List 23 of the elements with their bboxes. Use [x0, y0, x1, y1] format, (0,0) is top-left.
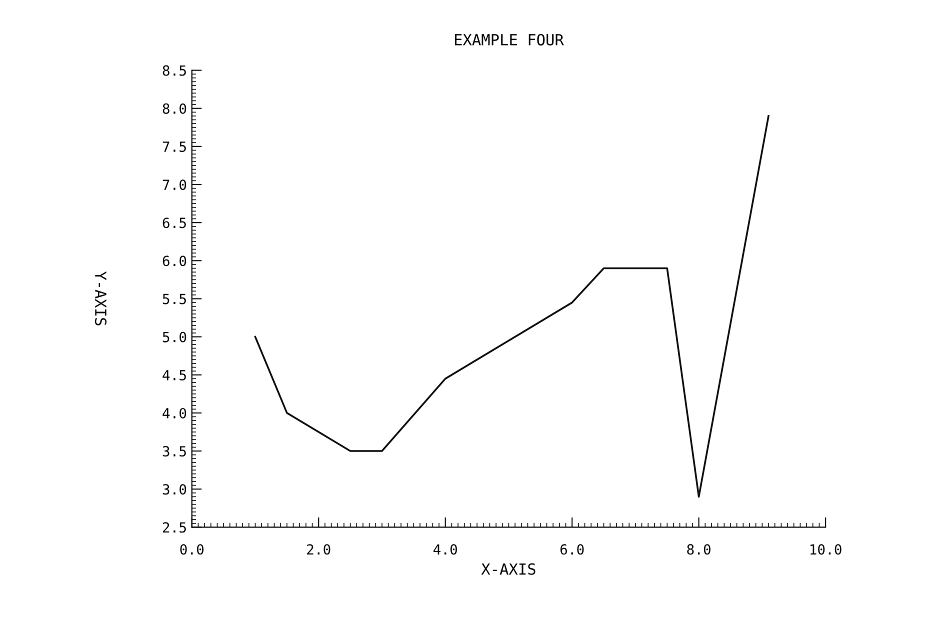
- y-tick-label: 4.0: [162, 408, 186, 418]
- x-tick-label: 0.0: [180, 544, 204, 555]
- y-tick-label: 5.5: [162, 294, 186, 304]
- y-tick-label: 6.5: [162, 218, 186, 228]
- y-tick-label: 8.5: [162, 65, 186, 76]
- y-tick-label: 7.0: [162, 180, 186, 190]
- x-tick-label: 10.0: [810, 544, 842, 555]
- line-series: [254, 115, 770, 498]
- y-tick-label: 2.5: [162, 522, 186, 533]
- y-tick-label: 6.0: [162, 256, 186, 266]
- y-tick-label: 7.5: [162, 142, 186, 152]
- y-tick-label: 3.0: [162, 484, 186, 495]
- y-axis-title: Y-AXIS: [94, 271, 107, 326]
- y-tick-label: 8.0: [162, 103, 186, 114]
- chart-title: EXAMPLE FOUR: [455, 34, 564, 46]
- x-tick-label: 6.0: [560, 544, 584, 555]
- y-tick-label: 4.5: [162, 370, 186, 380]
- x-tick-label: 8.0: [687, 544, 710, 555]
- y-tick-label: 3.5: [162, 446, 186, 457]
- y-tick-label: 5.0: [162, 332, 186, 342]
- x-tick-label: 4.0: [434, 544, 457, 555]
- x-axis-title: X-AXIS: [481, 563, 536, 575]
- x-tick-label: 2.0: [307, 544, 330, 555]
